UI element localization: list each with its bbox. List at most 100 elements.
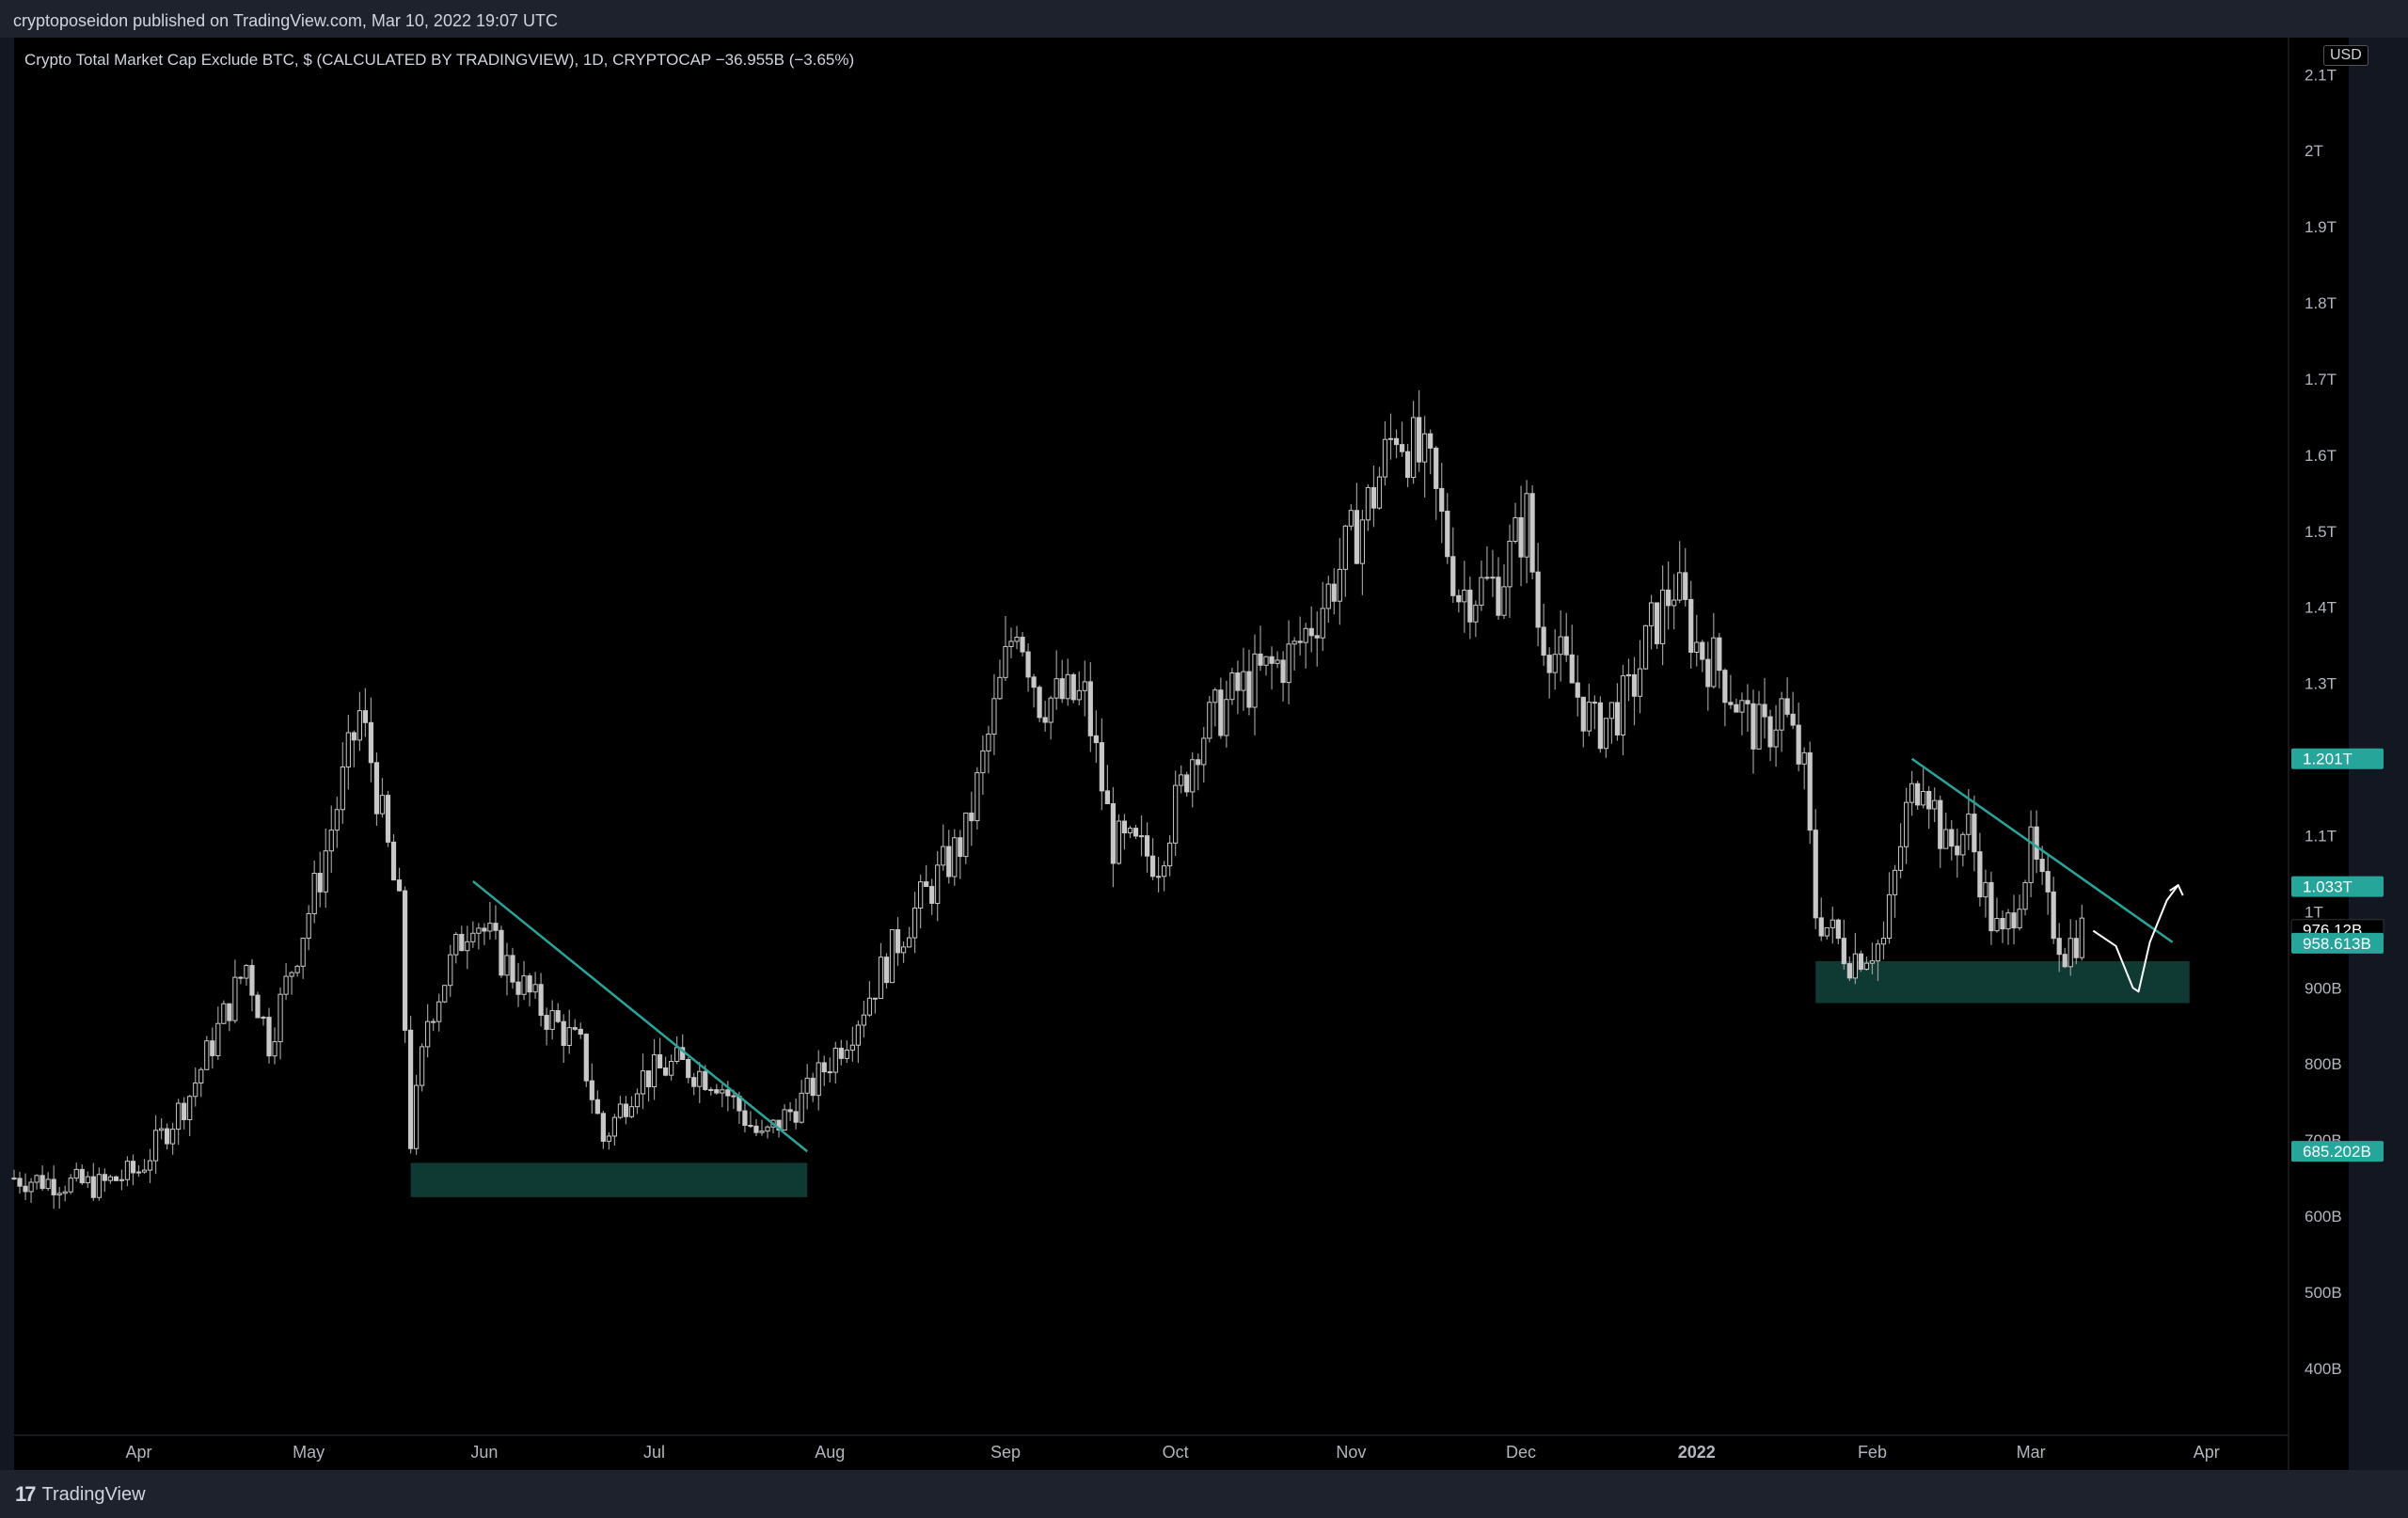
- candle: [85, 1171, 90, 1189]
- candle: [62, 1185, 68, 1202]
- candle: [1608, 702, 1615, 744]
- candle: [1422, 416, 1428, 498]
- candle: [1342, 525, 1348, 597]
- y-tick-label: 1.7T: [2305, 371, 2337, 388]
- candle: [487, 901, 493, 941]
- candle: [1070, 672, 1076, 704]
- candle: [1751, 689, 1756, 774]
- candle: [2017, 894, 2022, 931]
- x-tick-label: 2022: [1678, 1443, 1716, 1462]
- candle: [1179, 765, 1184, 794]
- candle: [1196, 753, 1201, 791]
- candle: [1059, 659, 1065, 704]
- candle: [628, 1096, 635, 1119]
- tradingview-brand[interactable]: 17 TradingView: [15, 1482, 146, 1507]
- candle: [1008, 627, 1014, 658]
- candle: [1048, 695, 1054, 740]
- candle: [878, 942, 884, 1000]
- candle: [1479, 561, 1484, 611]
- candle: [974, 767, 980, 830]
- candle: [51, 1165, 56, 1210]
- candle: [838, 1039, 844, 1066]
- candle: [459, 925, 465, 952]
- candle: [991, 673, 997, 755]
- candle: [1003, 616, 1008, 681]
- candle: [1212, 688, 1218, 727]
- candle: [493, 905, 499, 941]
- candle: [1846, 956, 1852, 982]
- candle: [28, 1178, 34, 1203]
- candle: [980, 735, 986, 796]
- price-axis[interactable]: [2289, 38, 2349, 1435]
- candle: [1417, 389, 1422, 472]
- candle: [810, 1072, 816, 1102]
- x-tick-label: May: [293, 1443, 325, 1462]
- candle: [124, 1156, 131, 1187]
- candle: [79, 1164, 85, 1186]
- candle: [465, 925, 470, 970]
- candle: [340, 742, 345, 824]
- candle: [600, 1111, 606, 1149]
- candle: [1031, 673, 1037, 708]
- candle: [1207, 696, 1212, 743]
- candle: [1076, 671, 1082, 705]
- candle: [561, 1014, 566, 1063]
- candle: [1411, 401, 1417, 484]
- candle: [1960, 831, 1966, 867]
- candle: [1932, 787, 1938, 823]
- candle: [1654, 602, 1660, 650]
- candle: [1563, 612, 1569, 662]
- chart-frame[interactable]: [14, 38, 2349, 1470]
- candle: [640, 1053, 646, 1110]
- x-tick-label: Apr: [125, 1443, 151, 1462]
- candle: [606, 1131, 611, 1150]
- candle: [651, 1038, 657, 1100]
- candle: [261, 1015, 266, 1026]
- candle: [283, 962, 289, 1000]
- candle: [1949, 820, 1955, 861]
- candle: [1246, 649, 1252, 716]
- candle: [1835, 918, 1841, 945]
- candle: [2034, 810, 2039, 874]
- candle: [1116, 814, 1122, 865]
- y-tick-label: 500B: [2305, 1284, 2342, 1302]
- candle: [113, 1175, 119, 1182]
- candle: [1087, 662, 1093, 752]
- candle: [1869, 942, 1876, 975]
- candle: [238, 976, 244, 985]
- candle: [566, 1009, 572, 1054]
- candle: [277, 987, 283, 1060]
- candle: [1688, 580, 1694, 669]
- x-tick-label: Aug: [815, 1443, 845, 1462]
- candle: [1354, 482, 1359, 564]
- candle: [34, 1174, 40, 1190]
- candle: [912, 892, 918, 954]
- candle: [1434, 446, 1439, 520]
- candle: [68, 1174, 73, 1194]
- candle: [176, 1099, 182, 1146]
- candle: [182, 1097, 187, 1130]
- candle: [544, 1007, 549, 1046]
- candle: [1700, 640, 1705, 672]
- candle: [657, 1037, 663, 1068]
- candle: [1121, 814, 1128, 850]
- candle: [306, 905, 311, 951]
- currency-badge[interactable]: USD: [2323, 45, 2368, 66]
- candle: [952, 829, 958, 886]
- candle: [2079, 904, 2084, 961]
- candle: [645, 1070, 652, 1102]
- candle: [583, 1033, 589, 1087]
- candle: [510, 947, 515, 989]
- candle: [1694, 614, 1700, 667]
- candle: [1897, 823, 1904, 878]
- candle: [1450, 527, 1456, 604]
- candle: [1484, 546, 1490, 581]
- y-tick-label: 400B: [2305, 1360, 2342, 1378]
- y-tick-label: 1.8T: [2305, 294, 2337, 312]
- candle: [227, 1003, 232, 1032]
- candle: [1325, 576, 1331, 624]
- publish-info: cryptoposeidon published on TradingView.…: [13, 11, 559, 30]
- candle: [2000, 910, 2005, 943]
- candle: [1428, 429, 1434, 475]
